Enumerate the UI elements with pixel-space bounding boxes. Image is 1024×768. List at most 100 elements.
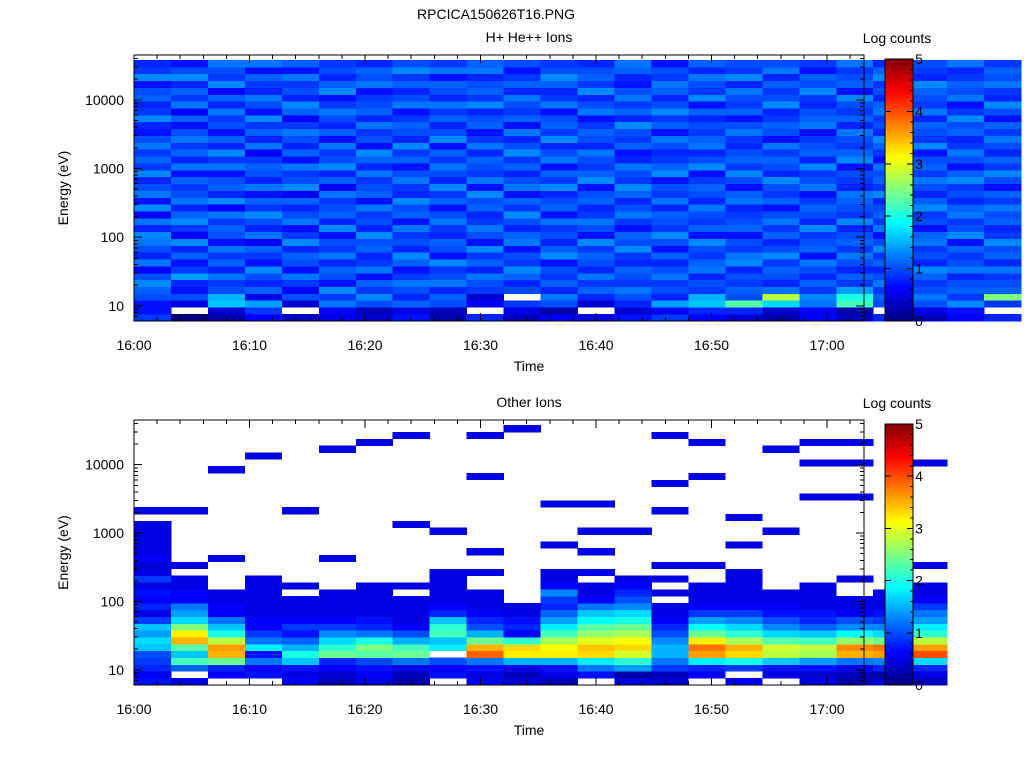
heatmap-cell <box>281 293 320 301</box>
heatmap-cell <box>688 67 726 75</box>
heatmap-cell <box>134 630 172 638</box>
heatmap-cell <box>503 73 541 82</box>
heatmap-cell <box>725 94 763 102</box>
heatmap-cell <box>429 149 467 157</box>
heatmap-cell <box>318 163 357 171</box>
heatmap-cell <box>134 548 172 556</box>
heatmap-cell <box>725 637 763 645</box>
heatmap-cell <box>577 266 615 274</box>
x-tick-label: 16:40 <box>579 701 614 717</box>
heatmap-cell <box>540 671 578 679</box>
heatmap-cell <box>651 637 689 645</box>
heatmap-cell <box>577 197 615 205</box>
heatmap-cell <box>984 115 1022 123</box>
heatmap-cell <box>540 596 578 604</box>
heatmap-cell <box>503 238 541 246</box>
heatmap-cell <box>577 149 615 157</box>
heatmap-cell <box>688 252 726 260</box>
heatmap-cell <box>762 183 800 191</box>
heatmap-cell <box>762 602 800 611</box>
heatmap-cell <box>577 211 615 219</box>
heatmap-cell <box>392 300 430 308</box>
heatmap-cell <box>466 73 504 82</box>
heatmap-cell <box>244 218 283 226</box>
heatmap-cell <box>318 169 357 178</box>
heatmap-cell <box>614 73 652 82</box>
heatmap-cell <box>614 163 652 171</box>
heatmap-cell <box>762 115 800 123</box>
heatmap-cell <box>281 279 320 287</box>
heatmap-cell <box>392 108 430 116</box>
heatmap-cell <box>318 231 357 239</box>
heatmap-cell <box>134 541 172 549</box>
heatmap-cell <box>947 67 985 75</box>
heatmap-cell <box>318 142 357 150</box>
heatmap-cell <box>540 314 578 322</box>
heatmap-cell <box>466 128 504 136</box>
heatmap-cell <box>910 630 948 638</box>
heatmap-cell <box>318 623 357 631</box>
heatmap-cell <box>910 266 948 274</box>
heatmap-cell <box>466 101 504 109</box>
heatmap-cell <box>318 678 357 686</box>
heatmap-cell <box>910 121 948 130</box>
heatmap-cell <box>540 87 578 95</box>
heatmap-cell <box>910 218 948 226</box>
heatmap-cell <box>651 657 689 665</box>
heatmap-cell <box>947 293 985 301</box>
heatmap-cell <box>651 121 689 130</box>
heatmap-cell <box>910 678 948 686</box>
heatmap-cell <box>910 80 948 88</box>
heatmap-cell <box>688 438 726 446</box>
heatmap-cell <box>762 650 800 658</box>
heatmap-cell <box>725 266 763 274</box>
heatmap-cell <box>134 596 172 604</box>
heatmap-cell <box>910 307 948 315</box>
heatmap-cell <box>466 609 504 617</box>
heatmap-cell <box>207 135 246 143</box>
heatmap-cell <box>910 300 948 308</box>
heatmap-cell <box>540 163 578 171</box>
heatmap-cell <box>799 108 837 116</box>
heatmap-cell <box>577 293 615 301</box>
heatmap-cell <box>910 73 948 82</box>
heatmap-cell <box>318 73 357 82</box>
heatmap-cell <box>799 279 837 287</box>
x-tick-label: 16:30 <box>463 701 498 717</box>
heatmap-cell <box>318 128 357 136</box>
heatmap-cell <box>577 169 615 178</box>
heatmap-cell <box>318 135 357 143</box>
y-tick-label: 1000 <box>93 525 124 541</box>
heatmap-cell <box>170 657 209 665</box>
heatmap-cell <box>725 300 763 308</box>
heatmap-cell <box>134 218 172 226</box>
heatmap-cell <box>614 637 652 645</box>
heatmap-cell <box>207 630 246 638</box>
heatmap-cell <box>466 87 504 95</box>
heatmap-cell <box>503 252 541 260</box>
heatmap-cell <box>170 650 209 658</box>
heatmap-cell <box>503 266 541 274</box>
heatmap-cell <box>984 142 1022 150</box>
heatmap-cell <box>540 238 578 246</box>
heatmap-cell <box>651 169 689 178</box>
heatmap-cell <box>170 623 209 631</box>
heatmap-cell <box>540 67 578 75</box>
colorbar-tick-label: 1 <box>915 261 923 277</box>
heatmap-cell <box>725 87 763 95</box>
heatmap-cell <box>725 514 763 522</box>
heatmap-cell <box>947 87 985 95</box>
heatmap-cell <box>984 169 1022 178</box>
heatmap-cell <box>466 266 504 274</box>
heatmap-cell <box>429 101 467 109</box>
heatmap-cell <box>134 252 172 260</box>
heatmap-cell <box>614 190 652 198</box>
heatmap-cell <box>688 211 726 219</box>
heatmap-cell <box>281 671 320 679</box>
heatmap-cell <box>466 602 504 611</box>
heatmap-cell <box>614 300 652 308</box>
heatmap-cell <box>503 616 541 624</box>
heatmap-cell <box>614 128 652 136</box>
heatmap-cell <box>614 80 652 88</box>
heatmap-cell <box>466 286 504 294</box>
